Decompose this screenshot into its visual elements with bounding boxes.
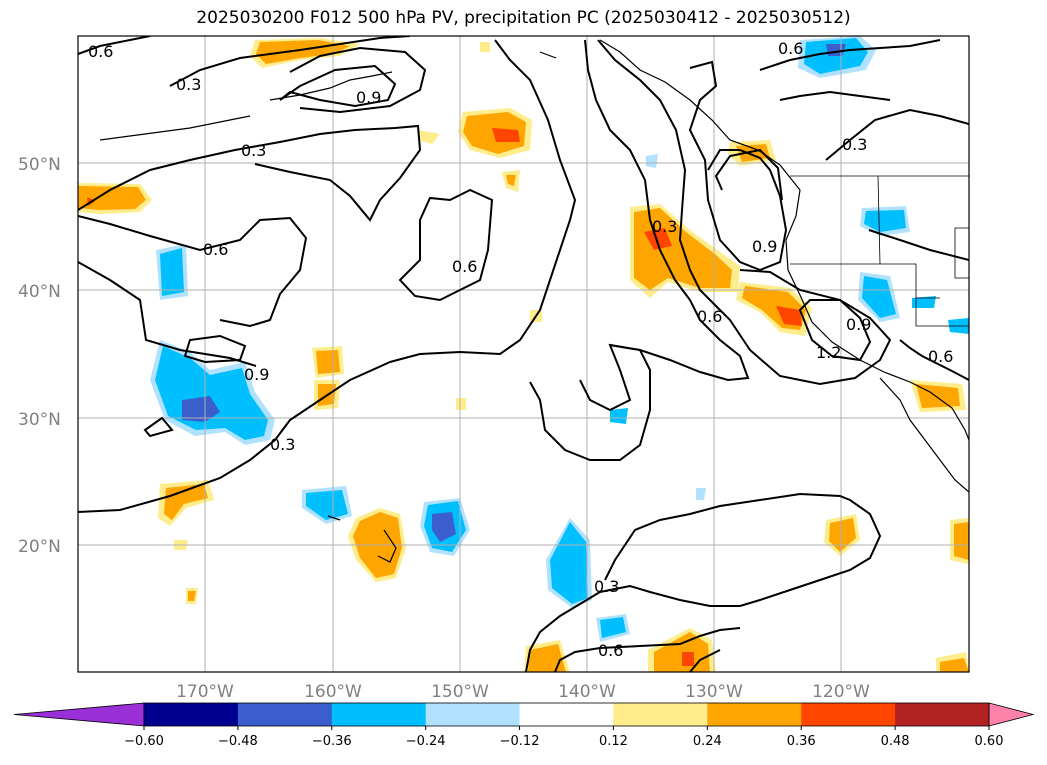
colorbar-bin — [707, 703, 802, 726]
longitude-labels: 170°W 160°W 150°W 140°W 130°W 120°W — [176, 682, 870, 702]
pv-contours — [78, 36, 969, 672]
colorbar-tick-label: −0.36 — [312, 734, 352, 749]
graticule — [78, 36, 969, 672]
political-borders — [790, 175, 969, 327]
contour-label: 1.2 — [816, 343, 841, 362]
colorbar-tick-label: 0.36 — [787, 734, 816, 749]
colorbar: −0.60 −0.48 −0.36 −0.24 −0.12 0.12 0.24 0.36 0.4… — [13, 702, 1035, 749]
lon-label: 120°W — [812, 682, 870, 702]
colorbar-tick-label: −0.60 — [124, 734, 164, 749]
lon-label: 150°W — [431, 682, 489, 702]
lon-label: 140°W — [558, 682, 616, 702]
precipitation-shading — [78, 36, 969, 672]
colorbar-bin — [237, 703, 333, 726]
contour-label: 0.6 — [598, 641, 623, 660]
contour-label: 0.3 — [594, 577, 619, 596]
colorbar-under-arrow — [13, 702, 145, 727]
lat-label: 20°N — [18, 537, 61, 557]
colorbar-tick-label: 0.48 — [881, 734, 910, 749]
colorbar-bin — [895, 703, 990, 726]
colorbar-bin — [801, 703, 896, 726]
lon-label: 130°W — [685, 682, 743, 702]
contour-label: 0.3 — [241, 141, 266, 160]
contour-label: 0.6 — [778, 39, 803, 58]
coastlines — [99, 39, 969, 563]
colorbar-tick-label: 0.12 — [599, 734, 628, 749]
colorbar-bin — [519, 703, 614, 726]
contour-label: 0.3 — [270, 435, 295, 454]
contour-labels: 0.6 0.3 0.9 0.3 0.6 0.6 0.9 0.3 0.3 0.6 … — [88, 39, 953, 660]
contour-label: 0.6 — [452, 257, 477, 276]
contour-label: 0.6 — [928, 347, 953, 366]
map-frame — [77, 35, 970, 673]
contour-label: 0.6 — [88, 42, 113, 61]
latitude-labels: 50°N 40°N 30°N 20°N — [18, 155, 61, 557]
colorbar-tick-label: −0.48 — [218, 734, 258, 749]
colorbar-tick-label: −0.24 — [406, 734, 446, 749]
colorbar-frame — [143, 702, 990, 727]
colorbar-bin — [331, 703, 427, 726]
negative-anomalies — [150, 36, 969, 642]
map-title: 2025030200 F012 500 hPa PV, precipitatio… — [196, 8, 851, 28]
colorbar-tick-label: −0.12 — [500, 734, 540, 749]
colorbar-tick-label: 0.60 — [975, 734, 1004, 749]
contour-label: 0.3 — [652, 217, 677, 236]
lon-label: 160°W — [304, 682, 362, 702]
colorbar-over-arrow — [988, 702, 1035, 727]
contour-label: 0.6 — [203, 240, 228, 259]
lat-label: 50°N — [18, 155, 61, 175]
lon-label: 170°W — [176, 682, 234, 702]
contour-label: 0.3 — [176, 75, 201, 94]
contour-label: 0.6 — [697, 307, 722, 326]
colorbar-bin — [613, 703, 708, 726]
colorbar-tick-label: 0.24 — [693, 734, 722, 749]
contour-label: 0.3 — [842, 135, 867, 154]
contour-label: 0.9 — [244, 365, 269, 384]
contour-label: 0.9 — [846, 315, 871, 334]
lat-label: 40°N — [18, 282, 61, 302]
contour-label: 0.9 — [356, 88, 381, 107]
colorbar-bin — [144, 703, 239, 726]
contour-label: 0.9 — [752, 237, 777, 256]
lat-label: 30°N — [18, 410, 61, 430]
colorbar-bin — [425, 703, 521, 726]
